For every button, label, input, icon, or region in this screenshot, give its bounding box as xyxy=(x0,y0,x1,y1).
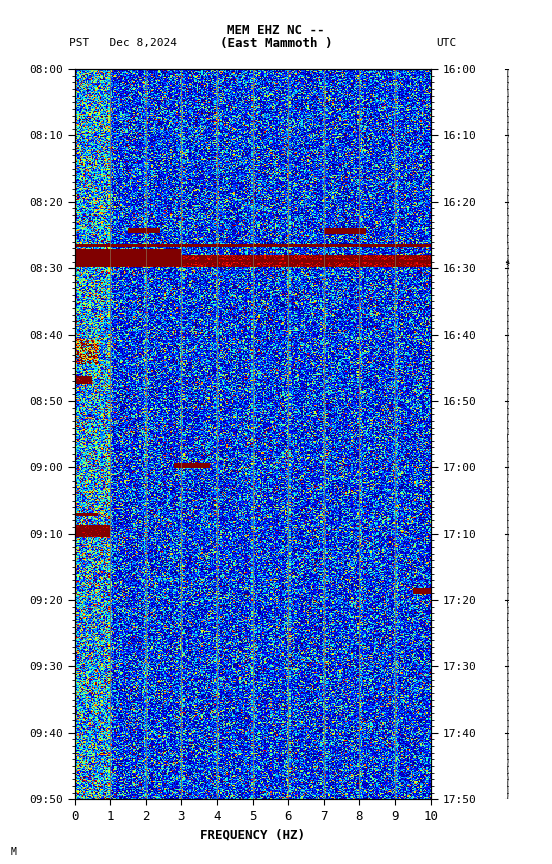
Text: MEM EHZ NC --: MEM EHZ NC -- xyxy=(227,23,325,37)
Text: M: M xyxy=(11,848,17,857)
X-axis label: FREQUENCY (HZ): FREQUENCY (HZ) xyxy=(200,829,305,842)
Text: PST   Dec 8,2024: PST Dec 8,2024 xyxy=(69,38,177,48)
Text: UTC: UTC xyxy=(436,38,457,48)
Text: (East Mammoth ): (East Mammoth ) xyxy=(220,36,332,50)
